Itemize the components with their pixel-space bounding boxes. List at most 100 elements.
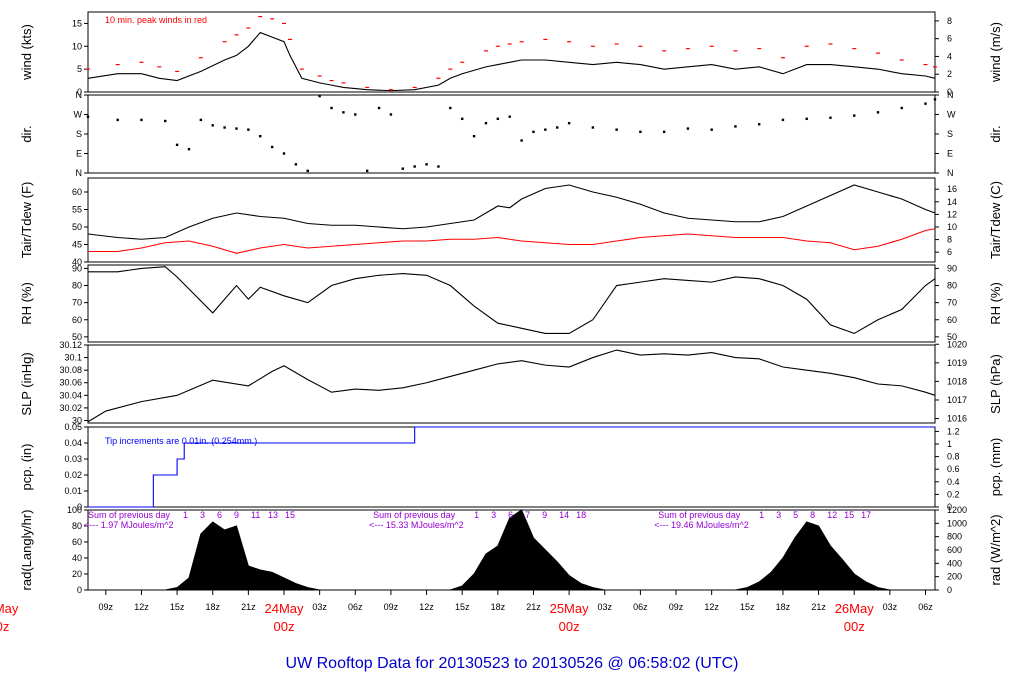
dir-point [282,152,286,155]
radiation-sum-note: Sum of previous day [373,510,456,520]
y-tick-label: 15 [72,18,82,28]
y-tick-label: N [76,168,83,178]
y-tick-label: 0 [77,502,82,512]
dir-point [389,113,393,116]
right-y-tick-label: 1000 [947,518,967,528]
sun-hour-label: 3 [491,510,496,520]
sun-hour-label: 1 [474,510,479,520]
dir-point [829,116,832,119]
right-y-tick-label: 1 [947,439,952,449]
dir-point [686,127,690,130]
right-y-axis-label: dir. [988,125,1003,142]
right-y-tick-label: 8 [947,16,952,26]
radiation-sum-note: Sum of previous day [658,510,741,520]
right-y-tick-label: 90 [947,263,957,273]
y-tick-label: 30.02 [59,403,82,413]
date-label-hour: 00z [274,619,295,634]
y-tick-label: 20 [72,569,82,579]
dir-point [401,167,405,170]
dir-point [306,169,309,173]
radiation-sum-note: <--- 1.97 MJoules/m^2 [84,520,174,530]
sun-hour-label: 11 [251,510,260,520]
y-tick-label: 0.04 [64,438,82,448]
y-tick-label: 5 [77,64,82,74]
right-y-tick-label: 70 [947,298,957,308]
right-y-tick-label: 1020 [947,339,967,349]
panel-frame [87,177,936,263]
dir-point [805,117,808,121]
y-tick-label: 30 [72,415,82,425]
radiation-sum-note: <--- 19.46 MJoules/m^2 [654,520,749,530]
dir-point [247,128,250,131]
dir-point [342,111,345,114]
dir-point [900,106,903,110]
y-tick-label: 0.03 [64,454,82,464]
sun-hour-label: 5 [793,510,798,520]
dir-point [484,121,488,125]
panel-pcp: 0 0.01 0.02 0.03 0.04 0.05 0 0.2 0.4 0.6 0.8 1 1.2 pc… [19,422,1003,512]
dir-point [235,127,238,130]
x-tick-label: 06z [348,602,363,612]
dir-point [365,169,369,173]
x-tick-label: 06z [918,602,933,612]
sun-hour-label: 13 [268,510,278,520]
date-label-day: 24May [264,601,304,616]
right-y-tick-label: 4 [947,51,952,61]
dir-point [508,115,511,118]
right-y-tick-label: 200 [947,572,962,582]
panel-frame [87,264,936,343]
right-y-tick-label: N [947,90,954,100]
sun-hour-label: 15 [285,510,295,520]
dir-point [757,123,761,126]
dir-point [781,118,785,122]
right-y-axis-label: Tair/Tdew (C) [988,181,1003,259]
dir-point [413,165,416,168]
sun-hour-label: 1 [183,510,188,520]
right-y-tick-label: 0 [947,585,952,595]
chart-title: UW Rooftop Data for 20130523 to 20130526… [286,655,739,672]
y-axis-label: rad(Langly/hr) [19,510,34,591]
y-tick-label: 30.12 [59,340,82,350]
y-tick-label: N [76,90,83,100]
right-y-tick-label: 8 [947,235,952,245]
dir-point [591,126,595,129]
series-line [88,266,936,335]
dir-point [330,106,333,110]
y-tick-label: 0.02 [64,470,82,480]
sun-hour-label: 12 [827,510,837,520]
dir-point [924,102,927,105]
date-label-hour: 00z [844,619,865,634]
sun-hour-label: 15 [844,510,854,520]
y-tick-label: 40 [72,257,82,267]
right-y-tick-label: S [947,129,953,139]
y-axis-label: RH (%) [19,282,34,325]
panel-frame [87,11,936,93]
right-y-tick-label: N [947,168,954,178]
right-y-tick-label: 6 [947,34,952,44]
radiation-area [88,509,935,591]
dir-point [853,114,856,117]
right-y-tick-label: 50 [947,332,957,342]
dir-point [425,163,428,166]
right-y-tick-label: E [947,149,953,159]
y-tick-label: 40 [72,553,82,563]
dir-point [270,145,274,149]
x-tick-label: 15z [170,602,185,612]
right-y-tick-label: 800 [947,532,962,542]
sun-hour-label: 3 [200,510,205,520]
sun-hour-label: 14 [559,510,569,520]
right-y-tick-label: 1016 [947,414,967,424]
right-y-tick-label: 2 [947,69,952,79]
x-tick-label: 18z [491,602,506,612]
right-y-tick-label: 600 [947,545,962,555]
y-axis-label: dir. [19,125,34,142]
y-tick-label: S [76,129,82,139]
sun-hour-label: 1 [759,510,764,520]
y-tick-label: 50 [72,222,82,232]
y-axis-label: pcp. (in) [19,444,34,491]
dir-point [199,118,203,122]
dir-point [639,130,642,134]
right-y-tick-label: 16 [947,184,957,194]
y-tick-label: E [76,149,82,159]
